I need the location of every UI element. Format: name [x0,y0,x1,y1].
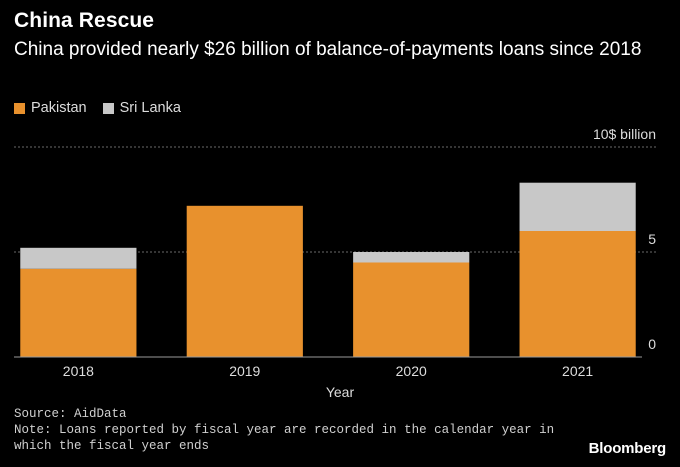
legend-swatch-sri-lanka [102,102,114,114]
bar-sri-lanka-2020 [353,252,470,263]
ytick-label-10: 10$ billion [593,126,656,142]
bar-pakistan-2020 [353,262,470,357]
xtick-label-2019: 2019 [229,363,260,379]
ytick-label-5: 5 [648,231,656,247]
legend-item-pakistan: Pakistan [14,100,87,116]
source-text: Source: AidData [14,407,127,421]
note-text: Note: Loans reported by fiscal year are … [14,423,555,453]
bar-pakistan-2021 [519,231,636,357]
ytick-label-0: 0 [648,336,656,352]
xtick-label-2018: 2018 [63,363,94,379]
legend-label-sri-lanka: Sri Lanka [119,100,181,116]
legend: Pakistan Sri Lanka [14,100,197,116]
footer-notes: Source: AidData Note: Loans reported by … [14,406,574,454]
x-axis-title: Year [326,384,355,400]
bar-pakistan-2019 [186,205,303,357]
legend-item-sri-lanka: Sri Lanka [102,100,181,116]
legend-swatch-pakistan [14,102,25,114]
chart-subtitle: China provided nearly $26 billion of bal… [14,39,642,60]
bar-sri-lanka-2021 [519,182,636,231]
bloomberg-logo: Bloomberg [588,440,667,457]
chart-title: China Rescue [14,9,155,32]
xtick-label-2021: 2021 [562,363,593,379]
bar-pakistan-2018 [20,268,137,357]
bar-sri-lanka-2018 [20,247,137,269]
legend-label-pakistan: Pakistan [31,100,87,116]
xtick-label-2020: 2020 [396,363,427,379]
